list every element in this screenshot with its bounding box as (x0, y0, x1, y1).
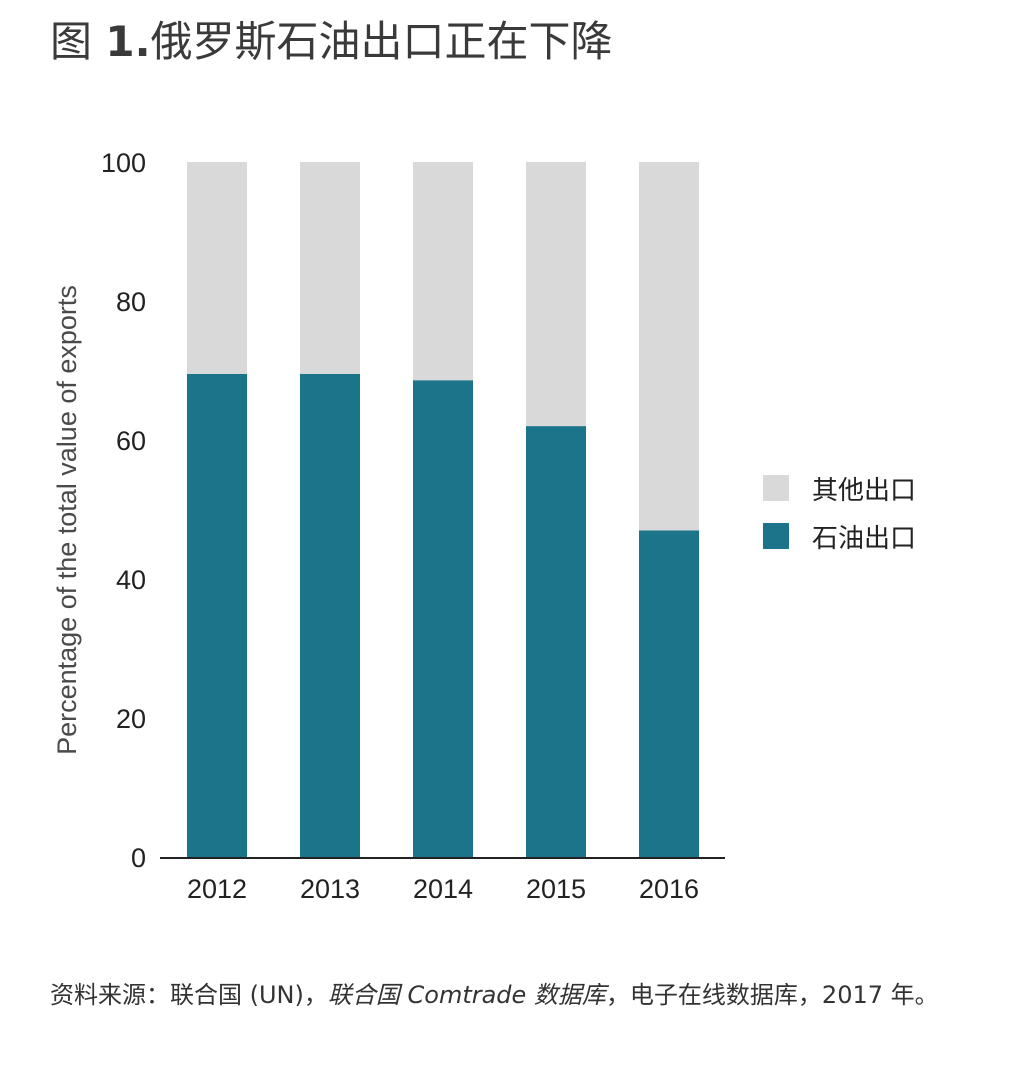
bar-other-2014 (413, 162, 473, 381)
x-tick-label-2013: 2013 (300, 874, 360, 904)
legend-label-0: 其他出口 (812, 476, 916, 506)
bar-other-2012 (187, 162, 247, 374)
x-tick-label-2016: 2016 (639, 874, 699, 904)
title-prefix: 图 (50, 17, 106, 66)
legend-swatch-1 (763, 523, 789, 549)
source-text-2: ，电子在线数据库，2017 年。 (605, 981, 939, 1009)
y-tick-label-40: 40 (116, 565, 146, 595)
x-tick-labels: 2012 2013 2014 2015 2016 (187, 874, 699, 904)
source-note: 资料来源：联合国 (UN)，联合国 Comtrade 数据库，电子在线数据库，2… (50, 974, 990, 1016)
bar-other-2016 (639, 162, 699, 531)
legend-swatch-0 (763, 475, 789, 501)
chart-title: 图 1.俄罗斯石油出口正在下降 (50, 12, 613, 72)
y-axis-label: Percentage of the total value of exports (52, 285, 82, 755)
y-tick-label-100: 100 (101, 148, 146, 178)
bar-oil-2014 (413, 380, 473, 857)
y-tick-label-0: 0 (131, 843, 146, 873)
x-tick-label-2014: 2014 (413, 874, 473, 904)
y-tick-label-20: 20 (116, 704, 146, 734)
x-tick-label-2012: 2012 (187, 874, 247, 904)
bars-group (187, 162, 699, 857)
source-text-1: 资料来源：联合国 (UN)， (50, 981, 328, 1009)
bar-other-2015 (526, 162, 586, 427)
bar-oil-2015 (526, 426, 586, 857)
y-tick-label-80: 80 (116, 287, 146, 317)
bar-oil-2013 (300, 373, 360, 857)
bar-other-2013 (300, 162, 360, 374)
y-tick-label-60: 60 (116, 426, 146, 456)
y-tick-labels: 0 20 40 60 80 100 (101, 148, 146, 873)
x-tick-label-2015: 2015 (526, 874, 586, 904)
bar-oil-2016 (639, 530, 699, 857)
source-database-name: 联合国 Comtrade 数据库 (327, 981, 606, 1009)
legend-label-1: 石油出口 (812, 524, 916, 554)
stacked-bar-chart: 0 20 40 60 80 100 2012 2013 2014 2015 2016 Percen… (52, 148, 916, 904)
figure-number: 1. (105, 17, 151, 66)
bar-oil-2012 (187, 373, 247, 857)
title-text: 俄罗斯石油出口正在下降 (150, 17, 613, 66)
